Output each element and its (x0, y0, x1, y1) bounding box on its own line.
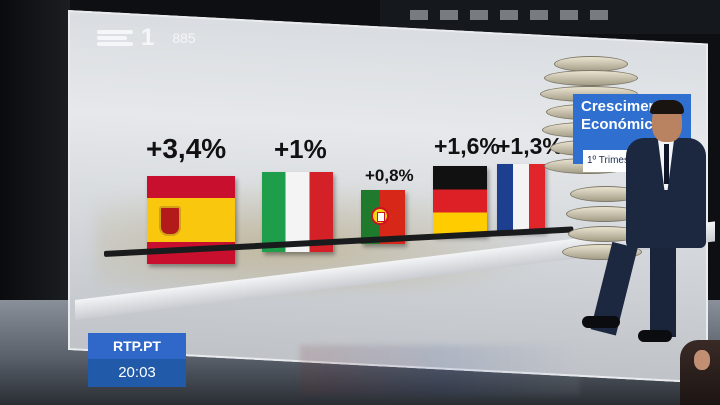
channel-logo: 1 885 (97, 24, 196, 52)
value-label-portugal: +0,8% (365, 166, 414, 185)
france-flag-icon (497, 164, 545, 232)
spain-coat-of-arms-icon (159, 206, 181, 236)
graphic-title-line1: Crescimento (581, 98, 672, 115)
germany-flag-icon (433, 166, 487, 236)
site-label: RTP.PT (88, 333, 186, 359)
floor-reflection (300, 345, 580, 395)
portugal-coat-of-arms-icon (371, 207, 389, 225)
value-label-spain: +3,4% (146, 133, 227, 164)
value-label-italy: +1% (274, 134, 327, 164)
rtp-stripes-icon (97, 30, 133, 46)
value-label-germany: +1,6% (434, 133, 500, 159)
graphic-title-line2: Económico (581, 116, 662, 133)
sign-language-interpreter (680, 340, 720, 405)
presenter (580, 100, 720, 350)
broadcast-time: 20:03 (88, 359, 186, 387)
channel-number: 1 (141, 24, 155, 51)
channel-code: 885 (172, 30, 196, 46)
